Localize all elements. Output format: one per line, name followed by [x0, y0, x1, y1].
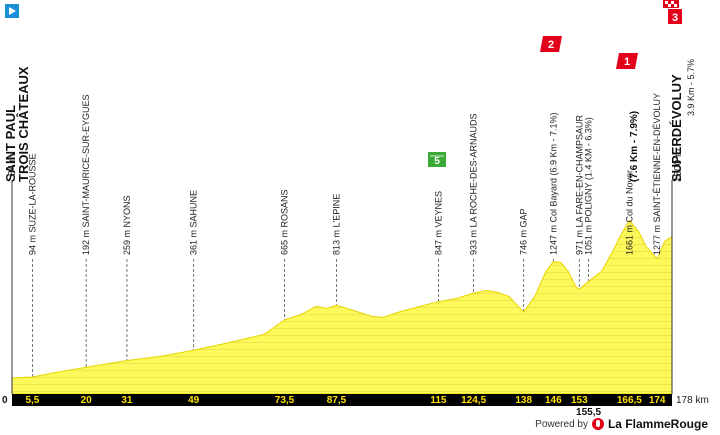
- km-axis-bar: [12, 394, 672, 406]
- finish-km-label: 178 km: [676, 395, 709, 406]
- climb-marker-noyer: 1: [616, 53, 638, 69]
- waypoint-label: 847 m VEYNES: [433, 191, 443, 255]
- waypoint-label: 1661 m Col du Noyer: [624, 170, 634, 255]
- waypoint-label: 361 m SAHUNE: [189, 190, 199, 255]
- start-title: SAINT PAUL TROIS CHÂTEAUX: [3, 66, 31, 182]
- km-label: 166,5: [617, 395, 642, 406]
- finish-flag-icon: [663, 0, 679, 8]
- waypoint-label: 813 m L'EPINE: [331, 194, 341, 255]
- svg-text:3: 3: [672, 12, 678, 24]
- brand-name[interactable]: La FlammeRouge: [607, 417, 708, 431]
- km-label: 124,5: [461, 395, 486, 406]
- start-flag-icon: [5, 4, 19, 18]
- km-label: 153: [571, 395, 588, 406]
- start-altitude: 84 m: [7, 154, 18, 176]
- footer: Powered by La FlammeRouge: [535, 416, 708, 432]
- sprint-marker: 5: [428, 152, 446, 167]
- waypoint-label: 971 m LA FARE-EN-CHAMPSAUR: [574, 114, 584, 255]
- svg-text:1: 1: [624, 56, 630, 68]
- start-name-line1: SAINT PAUL: [3, 105, 18, 182]
- km-label: 87,5: [327, 395, 347, 406]
- waypoint-label: 259 m NYONS: [122, 195, 132, 255]
- start-km-label: 0: [2, 395, 8, 406]
- waypoint-label: 933 m LA ROCHE-DES-ARNAUDS: [469, 113, 479, 255]
- svg-text:2: 2: [548, 39, 554, 51]
- elevation-profile: [11, 219, 673, 395]
- km-label: 155,5: [576, 407, 601, 418]
- waypoint-label: 94 m SUZE-LA-ROUSSE: [27, 153, 37, 255]
- km-label: 31: [121, 395, 133, 406]
- km-label: 138: [515, 395, 532, 406]
- km-label: 174: [649, 395, 666, 406]
- waypoint-label: 1247 m Col Bayard (6.9 Km - 7.1%): [548, 112, 558, 255]
- km-label: 49: [188, 395, 200, 406]
- km-label: 115: [430, 395, 447, 406]
- km-label: 20: [81, 395, 93, 406]
- noyer-climb-info: (7.6 Km - 7.9%): [629, 111, 640, 182]
- km-label: 5,5: [25, 395, 39, 406]
- waypoint-label: 665 m ROSANS: [280, 189, 290, 255]
- finish-climb-info: 3.9 Km - 5.7%: [686, 59, 696, 116]
- waypoint-label: 1277 m SAINT-ÉTIENNE-EN-DÉVOLUY: [652, 93, 662, 255]
- km-label: 146: [545, 395, 562, 406]
- km-label: 73,5: [275, 395, 295, 406]
- waypoint-label: 192 m SAINT-MAURICE-SUR-EYGUES: [81, 94, 91, 255]
- finish-title: SUPERDÉVOLUY: [669, 74, 684, 182]
- start-name-line2: TROIS CHÂTEAUX: [16, 66, 31, 182]
- waypoint-label: 1051 m POLIGNY (1.4 KM - 6.3%): [584, 117, 594, 255]
- powered-by-text: Powered by: [535, 418, 588, 430]
- climb-marker-bayard: 2: [540, 36, 562, 52]
- waypoint-labels: 94 m SUZE-LA-ROUSSE 192 m SAINT-MAURICE-S…: [27, 93, 662, 255]
- finish-name: SUPERDÉVOLUY: [669, 74, 684, 182]
- finish-altitude: 1500 m: [673, 149, 684, 182]
- flame-logo-icon: [591, 418, 604, 430]
- waypoint-label: 746 m GAP: [519, 208, 529, 255]
- svg-text:5: 5: [434, 156, 440, 167]
- finish-climb-marker: 3: [668, 9, 682, 24]
